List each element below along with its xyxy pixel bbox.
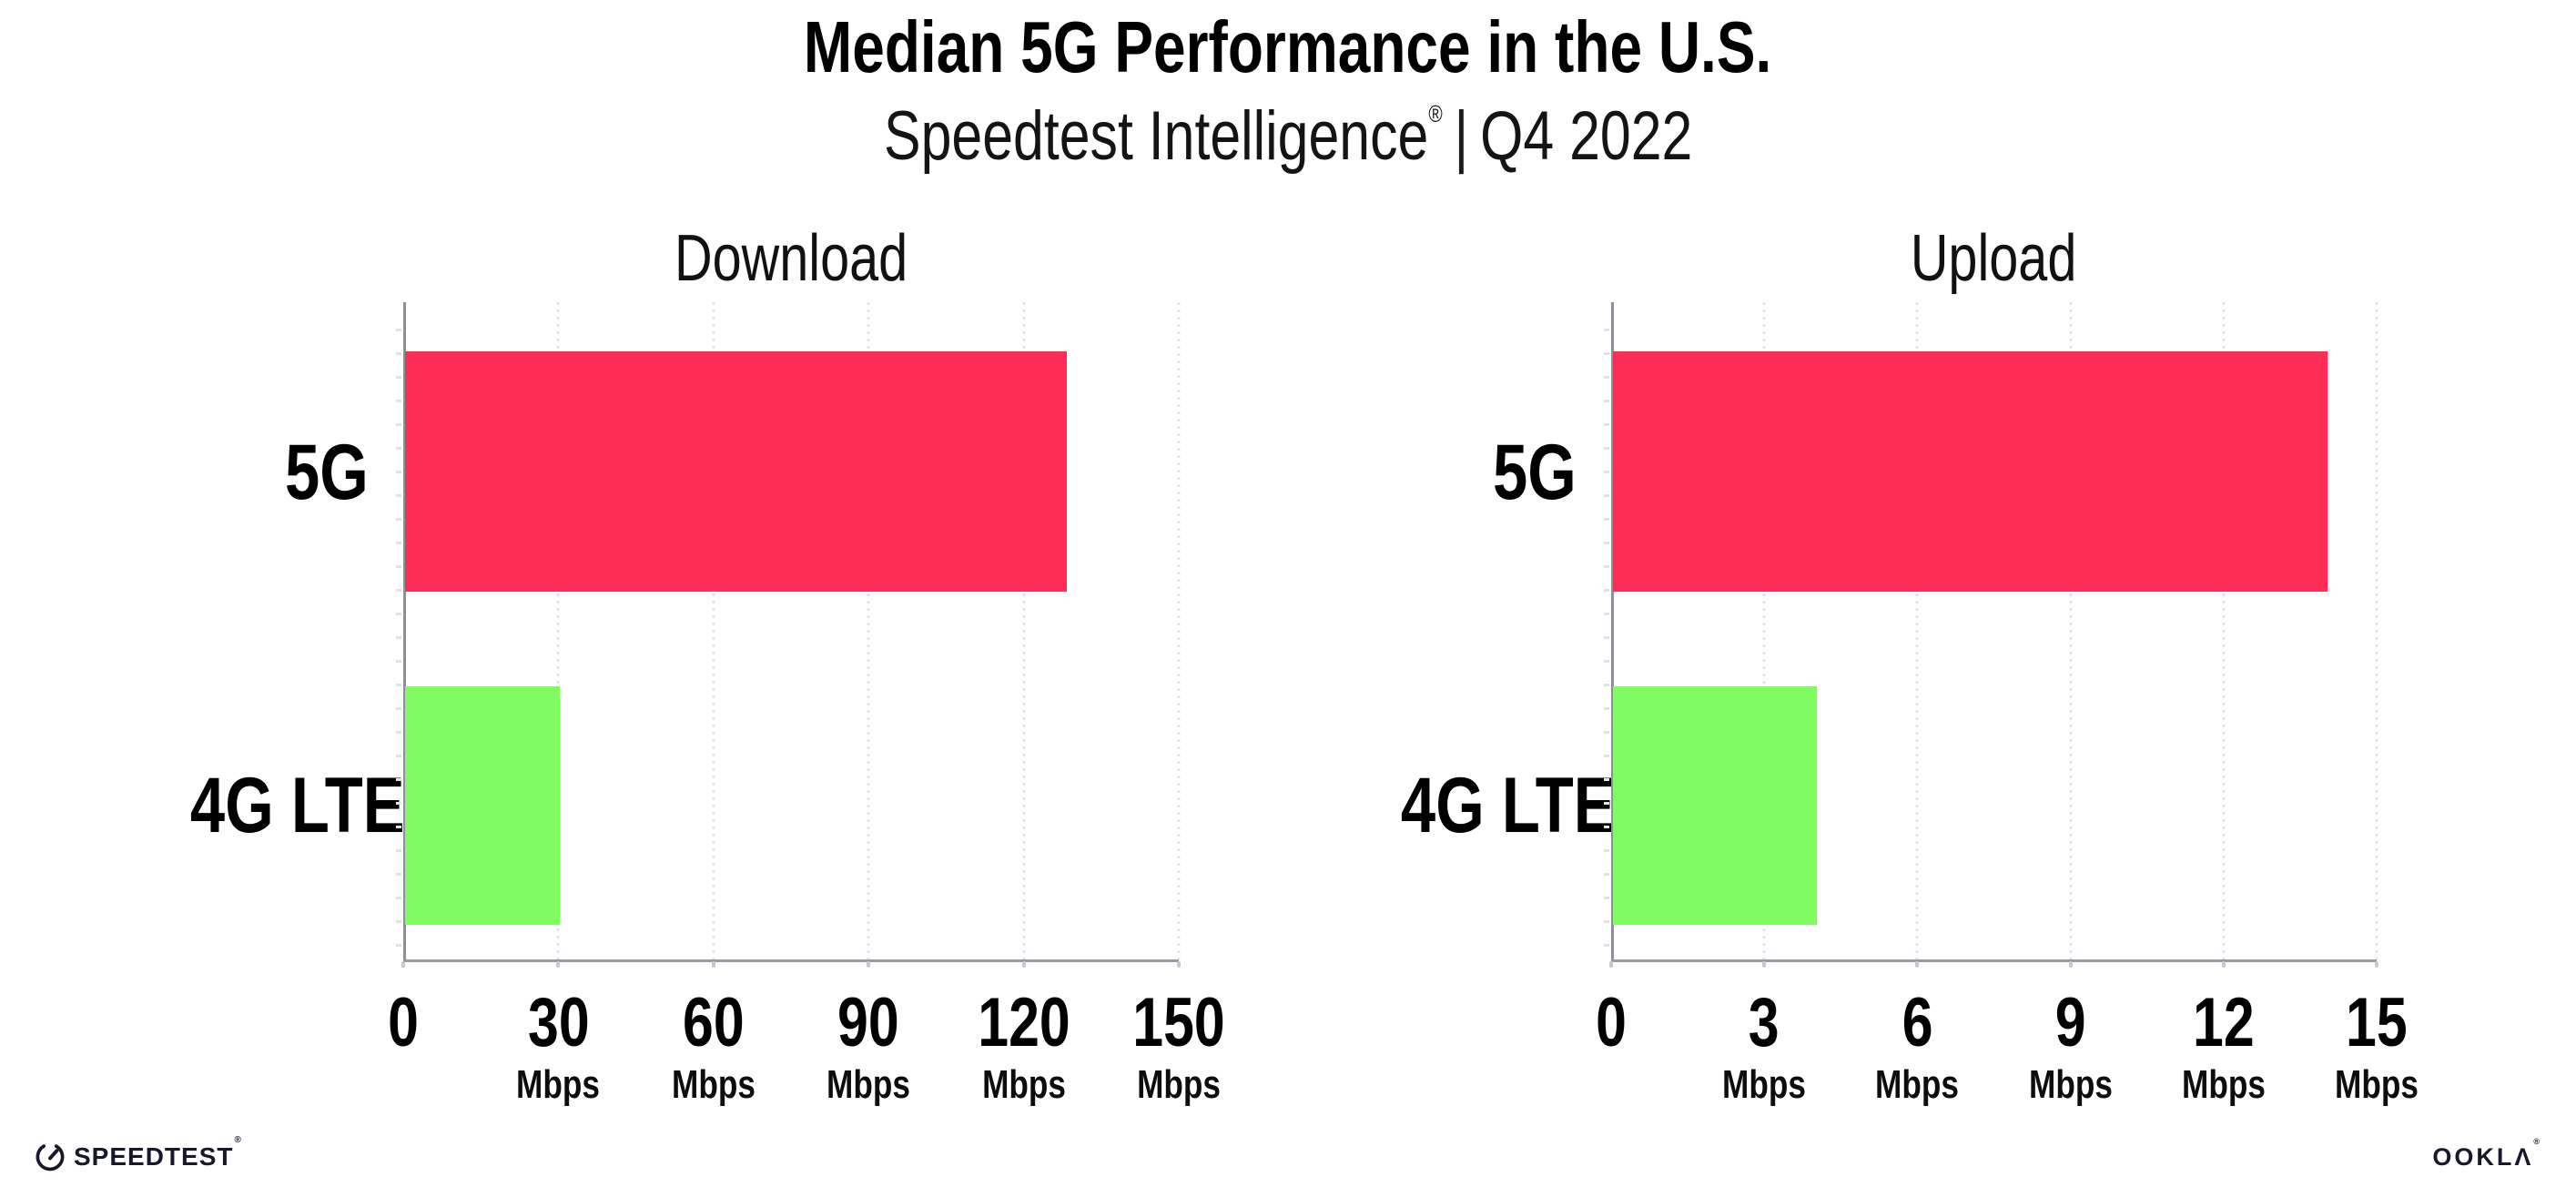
gridline (712, 302, 715, 959)
bar-5g (405, 351, 1068, 592)
x-tick-label: 9 Mbps (2018, 989, 2123, 1105)
y-axis (1611, 302, 1614, 959)
y-axis-minor-ticks (1604, 308, 1609, 959)
x-axis (403, 959, 1179, 962)
x-tick-value: 60 (682, 984, 745, 1061)
plot-area (396, 302, 1181, 968)
ookla-logo: OOKLΛ® (2432, 1138, 2542, 1171)
x-tick-unit: Mbps (1137, 1062, 1221, 1107)
x-tick-value: 30 (527, 984, 590, 1061)
x-axis (1611, 959, 2377, 962)
x-tick-label: 120 Mbps (966, 989, 1081, 1105)
x-tick-mark (2375, 961, 2378, 968)
x-tick-label: 30 Mbps (506, 989, 611, 1105)
chart-subtitle-text: Speedtest Intelligence® | Q4 2022 (884, 100, 1692, 173)
subtitle-brand: Speedtest Intelligence (883, 97, 1429, 175)
x-tick-mark (401, 961, 405, 968)
gridline (2069, 302, 2073, 959)
chart-panel-download: Download 5G 4G LTE 0 30 Mbps 60 Mbps 90 Mbps 12… (137, 118, 1225, 1183)
download-chart-title-text: Download (674, 222, 908, 295)
x-tick-label: 150 Mbps (1121, 989, 1237, 1105)
bar-5g (1613, 351, 2328, 592)
gridline (1177, 302, 1181, 959)
gridline (2375, 302, 2378, 959)
registered-mark-icon: ® (234, 1135, 242, 1145)
x-tick-label: 12 Mbps (2171, 989, 2276, 1105)
x-tick-label: 0 (1592, 989, 1630, 1058)
ookla-wordmark: OOKLΛ (2432, 1143, 2534, 1171)
x-tick-value: 9 (2054, 984, 2086, 1061)
x-tick-unit: Mbps (2028, 1062, 2113, 1107)
gridline (2222, 302, 2226, 959)
x-tick-mark (556, 961, 561, 968)
x-tick-mark (2068, 961, 2073, 968)
x-tick-unit: Mbps (516, 1062, 601, 1107)
bar-4g-lte (405, 686, 561, 925)
x-tick-unit: Mbps (671, 1062, 756, 1107)
x-tick-label: 15 Mbps (2325, 989, 2429, 1105)
x-tick-unit: Mbps (981, 1062, 1066, 1107)
chart-panel-upload: Upload 5G 4G LTE 0 3 Mbps 6 Mbps 9 Mbps 12 Mbps 1… (1347, 118, 2419, 1183)
page-title: Median 5G Performance in the U.S. (0, 11, 2576, 84)
gridline (1022, 302, 1026, 959)
x-tick-unit: Mbps (827, 1062, 911, 1107)
category-label-4g-lte: 4G LTE (1400, 762, 1616, 849)
registered-mark-icon: ® (2533, 1137, 2542, 1146)
x-tick-value: 120 (977, 984, 1070, 1061)
download-chart-title: Download (403, 226, 1179, 291)
x-tick-value: 150 (1132, 984, 1225, 1061)
page-title-text: Median 5G Performance in the U.S. (804, 6, 1772, 87)
registered-mark-icon: ® (1428, 100, 1443, 127)
x-tick-mark (1762, 961, 1767, 968)
x-tick-unit: Mbps (2335, 1062, 2419, 1107)
speedtest-logo: SPEEDTEST® (35, 1135, 242, 1172)
subtitle-separator: | (1454, 97, 1469, 175)
x-tick-mark (1021, 961, 1026, 968)
y-axis-minor-ticks (396, 308, 401, 959)
chart-subtitle: Speedtest Intelligence® | Q4 2022 (0, 100, 2576, 173)
gridline (1762, 302, 1766, 959)
speedtest-gauge-icon (35, 1144, 65, 1172)
x-axis-labels: 0 30 Mbps 60 Mbps 90 Mbps 120 Mbps 150 Mbps (388, 989, 1225, 1134)
x-tick-value: 15 (2346, 984, 2408, 1061)
x-tick-value: 90 (837, 984, 900, 1061)
x-tick-unit: Mbps (1875, 1062, 1960, 1107)
category-label-5g: 5G (1493, 429, 1577, 516)
x-tick-value: 6 (1902, 984, 1933, 1061)
x-tick-mark (711, 961, 715, 968)
x-tick-value: 0 (1596, 984, 1627, 1061)
x-tick-label: 6 Mbps (1865, 989, 1970, 1105)
x-tick-mark (1915, 961, 1920, 968)
x-tick-label: 90 Mbps (816, 989, 921, 1105)
x-tick-mark (2221, 961, 2226, 968)
x-tick-value: 12 (2192, 984, 2255, 1061)
bar-4g-lte (1613, 686, 1818, 925)
x-tick-mark (1177, 961, 1181, 968)
x-tick-label: 60 Mbps (661, 989, 766, 1105)
x-axis-labels: 0 3 Mbps 6 Mbps 9 Mbps 12 Mbps 15 Mbps (1596, 989, 2419, 1134)
category-label-5g: 5G (285, 429, 369, 516)
x-tick-mark (867, 961, 871, 968)
upload-chart-title-text: Upload (1911, 222, 2077, 295)
subtitle-period: Q4 2022 (1479, 97, 1693, 175)
plot-area (1604, 302, 2378, 968)
x-tick-unit: Mbps (2181, 1062, 2266, 1107)
gridline (556, 302, 560, 959)
x-tick-label: 0 (384, 989, 422, 1058)
x-tick-unit: Mbps (1722, 1062, 1807, 1107)
y-axis (403, 302, 406, 959)
upload-chart-title: Upload (1611, 226, 2377, 291)
gridline (867, 302, 870, 959)
x-tick-mark (1609, 961, 1613, 968)
speedtest-wordmark: SPEEDTEST® (74, 1135, 242, 1171)
x-tick-label: 3 Mbps (1712, 989, 1817, 1105)
gridline (1915, 302, 1919, 959)
x-tick-value: 0 (388, 984, 419, 1061)
x-tick-value: 3 (1749, 984, 1780, 1061)
category-label-4g-lte: 4G LTE (189, 762, 405, 849)
